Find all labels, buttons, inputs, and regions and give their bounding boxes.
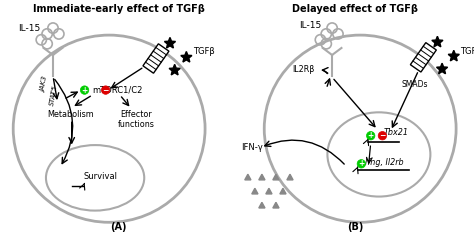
Polygon shape — [410, 43, 437, 72]
Text: Immediate-early effect of TGFβ: Immediate-early effect of TGFβ — [33, 4, 204, 14]
Polygon shape — [273, 174, 279, 180]
Circle shape — [101, 86, 110, 94]
Text: Tbx21: Tbx21 — [383, 128, 409, 137]
Polygon shape — [245, 174, 251, 180]
Text: TGFβ: TGFβ — [460, 47, 474, 56]
Polygon shape — [259, 174, 265, 180]
Polygon shape — [259, 202, 265, 208]
Polygon shape — [252, 188, 258, 194]
Text: −: − — [379, 131, 385, 140]
Circle shape — [378, 132, 387, 140]
Text: −: − — [102, 86, 109, 95]
Text: (B): (B) — [347, 222, 364, 232]
Text: STAT5: STAT5 — [49, 84, 59, 106]
Text: TGFβ: TGFβ — [193, 47, 215, 56]
Text: SMADs: SMADs — [402, 80, 428, 89]
Text: mTORC1/C2: mTORC1/C2 — [92, 86, 143, 95]
Circle shape — [81, 86, 89, 94]
Polygon shape — [164, 37, 175, 48]
Polygon shape — [181, 51, 192, 62]
Circle shape — [357, 160, 365, 168]
Circle shape — [366, 132, 375, 140]
Polygon shape — [432, 36, 443, 47]
Text: Metabolism: Metabolism — [47, 110, 94, 119]
Text: JAK3: JAK3 — [40, 76, 49, 93]
Polygon shape — [169, 64, 180, 75]
Text: Survival: Survival — [84, 172, 118, 181]
Polygon shape — [266, 188, 272, 194]
Text: +: + — [367, 131, 374, 140]
Text: Ifng, Il2rb: Ifng, Il2rb — [365, 158, 403, 167]
Text: IL-15: IL-15 — [18, 24, 40, 33]
Polygon shape — [287, 174, 293, 180]
Polygon shape — [143, 44, 169, 73]
Text: Delayed effect of TGFβ: Delayed effect of TGFβ — [292, 4, 419, 14]
Polygon shape — [448, 50, 459, 61]
Text: IL-15: IL-15 — [300, 21, 321, 30]
Text: Effector
functions: Effector functions — [118, 110, 155, 129]
Polygon shape — [437, 63, 447, 74]
Text: IFN-γ: IFN-γ — [241, 143, 263, 152]
Polygon shape — [280, 188, 286, 194]
Text: +: + — [82, 86, 88, 95]
Polygon shape — [273, 202, 279, 208]
Text: IL2Rβ: IL2Rβ — [292, 65, 315, 73]
Text: +: + — [358, 159, 365, 168]
Text: (A): (A) — [110, 222, 127, 232]
